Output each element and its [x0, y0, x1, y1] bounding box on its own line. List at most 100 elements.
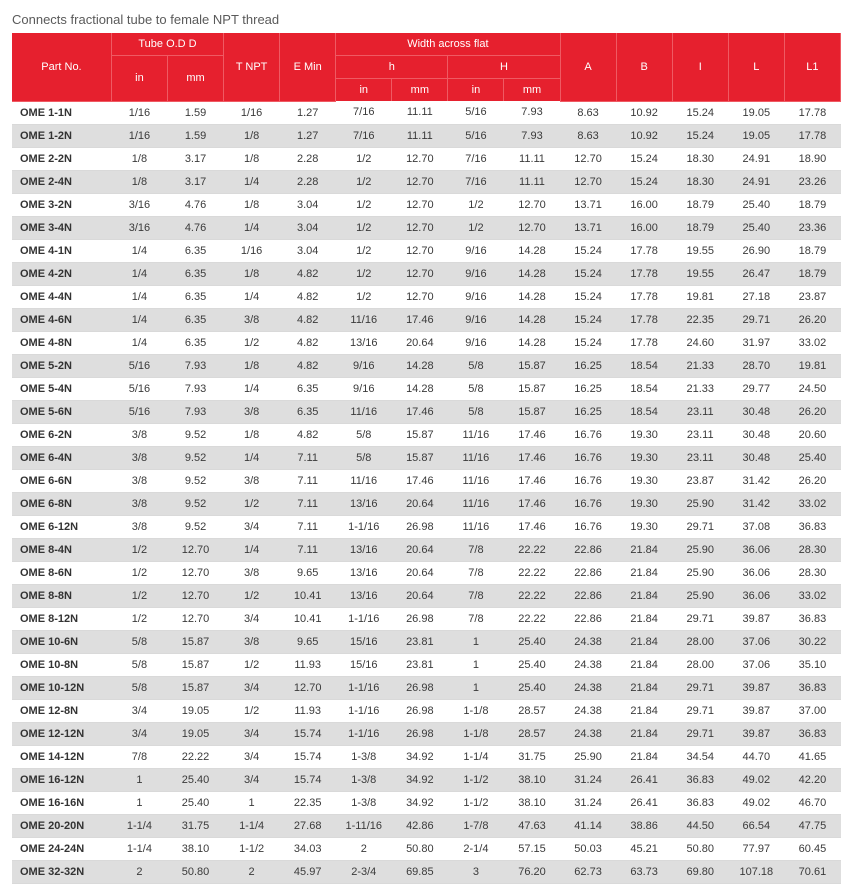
cell-value: 1/2 [448, 216, 504, 239]
cell-part-no: OME 6-6N [12, 469, 111, 492]
cell-value: 22.22 [504, 538, 560, 561]
cell-value: 13/16 [336, 492, 392, 515]
cell-value: 7.11 [280, 515, 336, 538]
cell-value: 39.87 [728, 699, 784, 722]
cell-part-no: OME 24-24N [12, 837, 111, 860]
cell-value: 9.52 [167, 492, 223, 515]
cell-value: 3/4 [111, 699, 167, 722]
cell-value: 1 [111, 768, 167, 791]
cell-value: 26.98 [392, 699, 448, 722]
cell-value: 34.92 [392, 791, 448, 814]
cell-value: 38.10 [504, 768, 560, 791]
cell-value: 29.71 [672, 722, 728, 745]
cell-part-no: OME 4-2N [12, 262, 111, 285]
cell-value: 3/8 [224, 308, 280, 331]
table-row: OME 2-4N1/83.171/42.281/212.707/1611.111… [12, 170, 841, 193]
cell-value: 21.84 [616, 561, 672, 584]
cell-value: 31.42 [728, 492, 784, 515]
col-l: L [728, 33, 784, 101]
cell-value: 22.86 [560, 561, 616, 584]
cell-value: 21.84 [616, 538, 672, 561]
cell-value: 35.10 [784, 653, 840, 676]
cell-value: 31.42 [728, 469, 784, 492]
cell-value: 3/4 [224, 722, 280, 745]
cell-value: 1-1/4 [448, 745, 504, 768]
cell-value: 23.87 [784, 285, 840, 308]
cell-value: 7/8 [111, 745, 167, 768]
cell-value: 9/16 [448, 308, 504, 331]
cell-value: 17.46 [392, 308, 448, 331]
cell-value: 12.70 [392, 147, 448, 170]
cell-value: 22.22 [504, 607, 560, 630]
cell-value: 25.40 [504, 653, 560, 676]
cell-value: 11.11 [392, 101, 448, 124]
table-row: OME 10-8N5/815.871/211.9315/1623.81125.4… [12, 653, 841, 676]
cell-value: 10.41 [280, 584, 336, 607]
cell-value: 22.22 [504, 561, 560, 584]
cell-value: 21.84 [616, 745, 672, 768]
cell-value: 12.70 [560, 147, 616, 170]
cell-value: 15.87 [167, 676, 223, 699]
cell-value: 1-1/16 [336, 699, 392, 722]
cell-value: 3/16 [111, 216, 167, 239]
cell-value: 1-1/4 [111, 814, 167, 837]
cell-value: 7.11 [280, 446, 336, 469]
cell-value: 14.28 [504, 239, 560, 262]
cell-value: 10.92 [616, 101, 672, 124]
col-h-in: in [336, 79, 392, 102]
cell-value: 26.20 [784, 308, 840, 331]
table-body: OME 1-1N1/161.591/161.277/1611.115/167.9… [12, 101, 841, 883]
table-row: OME 6-8N3/89.521/27.1113/1620.6411/1617.… [12, 492, 841, 515]
cell-value: 1-1/8 [448, 722, 504, 745]
cell-value: 19.55 [672, 239, 728, 262]
cell-value: 21.84 [616, 676, 672, 699]
cell-value: 16.76 [560, 446, 616, 469]
cell-value: 25.90 [672, 492, 728, 515]
cell-part-no: OME 32-32N [12, 860, 111, 883]
cell-value: 1/2 [448, 193, 504, 216]
col-h-lower: h [336, 56, 448, 79]
cell-value: 7.93 [167, 400, 223, 423]
cell-value: 9.52 [167, 446, 223, 469]
cell-value: 1/4 [224, 216, 280, 239]
cell-value: 20.64 [392, 561, 448, 584]
cell-value: 15.87 [392, 423, 448, 446]
cell-value: 21.33 [672, 354, 728, 377]
cell-value: 2-1/4 [448, 837, 504, 860]
cell-value: 14.28 [392, 354, 448, 377]
cell-value: 12.70 [504, 216, 560, 239]
cell-value: 13/16 [336, 584, 392, 607]
cell-value: 19.55 [672, 262, 728, 285]
cell-value: 62.73 [560, 860, 616, 883]
cell-value: 11.93 [280, 653, 336, 676]
cell-value: 1-1/4 [224, 814, 280, 837]
col-i: I [672, 33, 728, 101]
cell-value: 11/16 [448, 515, 504, 538]
cell-value: 7.11 [280, 469, 336, 492]
cell-value: 28.70 [728, 354, 784, 377]
cell-part-no: OME 4-6N [12, 308, 111, 331]
cell-value: 2 [336, 837, 392, 860]
cell-value: 1 [448, 630, 504, 653]
cell-value: 17.78 [784, 101, 840, 124]
cell-value: 3.17 [167, 170, 223, 193]
cell-value: 23.11 [672, 423, 728, 446]
cell-value: 21.84 [616, 699, 672, 722]
cell-value: 19.30 [616, 469, 672, 492]
cell-value: 24.38 [560, 722, 616, 745]
cell-part-no: OME 2-4N [12, 170, 111, 193]
cell-value: 1-1/4 [111, 837, 167, 860]
cell-value: 7.11 [280, 538, 336, 561]
cell-value: 25.90 [672, 538, 728, 561]
cell-value: 29.71 [672, 699, 728, 722]
cell-value: 7/16 [336, 124, 392, 147]
cell-value: 11.11 [504, 170, 560, 193]
cell-value: 5/16 [448, 101, 504, 124]
cell-value: 30.48 [728, 400, 784, 423]
cell-value: 3.04 [280, 239, 336, 262]
cell-value: 1/2 [336, 193, 392, 216]
cell-value: 63.73 [616, 860, 672, 883]
cell-value: 21.84 [616, 630, 672, 653]
cell-value: 11/16 [448, 423, 504, 446]
cell-value: 16.25 [560, 400, 616, 423]
